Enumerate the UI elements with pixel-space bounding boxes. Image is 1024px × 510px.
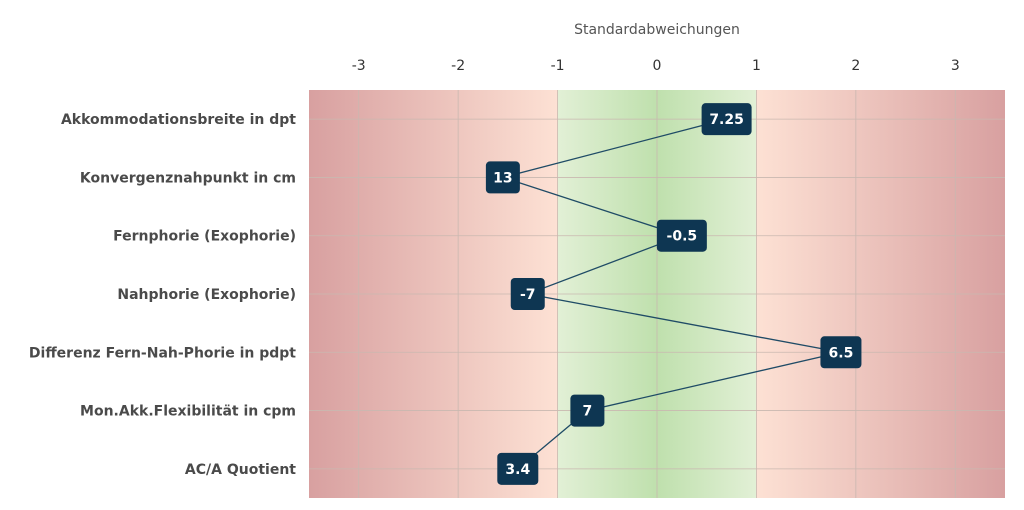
- data-marker: [497, 452, 539, 485]
- data-label: 13: [493, 170, 512, 186]
- data-point: -0.5: [656, 219, 707, 252]
- data-marker: [510, 278, 545, 310]
- data-point: -7: [510, 278, 545, 310]
- category-label: Konvergenznahpunkt in cm: [80, 170, 296, 186]
- category-label: AC/A Quotient: [185, 462, 296, 478]
- x-tick-label: -3: [352, 58, 366, 74]
- data-label: -7: [520, 287, 536, 303]
- data-marker: [570, 394, 605, 427]
- category-label: Fernphorie (Exophorie): [113, 229, 296, 245]
- data-marker: [656, 219, 707, 252]
- x-tick-label: 0: [653, 58, 662, 74]
- data-point: 7.25: [701, 103, 752, 136]
- category-label: Mon.Akk.Flexibilität in cpm: [80, 404, 296, 420]
- category-label: Differenz Fern-Nah-Phorie in pdpt: [29, 345, 296, 361]
- data-point: 3.4: [497, 452, 539, 485]
- data-label: 7: [583, 404, 593, 420]
- x-axis-ticks: -3 -2 -1 0 1 2 3: [352, 58, 960, 74]
- x-axis-title: Standardabweichungen: [574, 22, 740, 38]
- data-label: -0.5: [667, 229, 698, 245]
- x-tick-label: -2: [451, 58, 465, 74]
- data-label: 7.25: [709, 112, 744, 128]
- category-labels: Akkommodationsbreite in dpt Konvergenznah…: [29, 112, 296, 478]
- category-label: Akkommodationsbreite in dpt: [61, 112, 296, 128]
- grid-lines: [309, 90, 1005, 498]
- data-point: 6.5: [820, 336, 862, 369]
- data-markers: 7.25 13 -0.5 -7 6.5 7 3.4: [485, 103, 862, 485]
- x-tick-label: 2: [851, 58, 860, 74]
- data-label: 6.5: [829, 345, 854, 361]
- data-point: 13: [485, 161, 520, 194]
- data-marker: [701, 103, 752, 136]
- x-tick-label: 1: [752, 58, 761, 74]
- data-marker: [820, 336, 862, 369]
- data-point: 7: [570, 394, 605, 427]
- data-marker: [485, 161, 520, 194]
- category-label: Nahphorie (Exophorie): [117, 287, 296, 303]
- x-tick-label: -1: [551, 58, 565, 74]
- data-label: 3.4: [505, 462, 530, 478]
- x-tick-label: 3: [951, 58, 960, 74]
